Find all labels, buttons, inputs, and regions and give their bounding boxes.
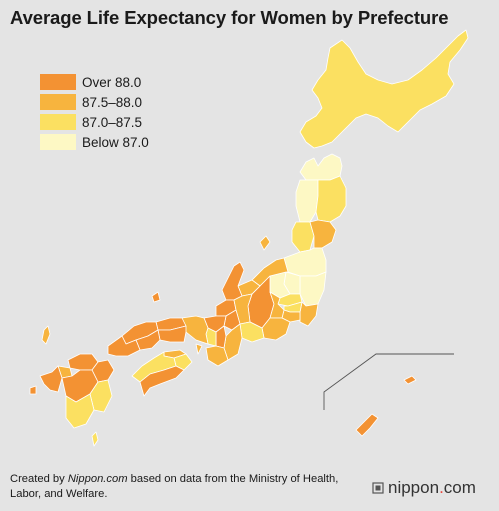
legend-item-over-88: Over 88.0 (40, 72, 149, 92)
legend-item-87-5-88: 87.5–88.0 (40, 92, 149, 112)
okayama (157, 325, 187, 343)
miyagi (309, 219, 337, 249)
mie (223, 323, 243, 361)
ibaraki (299, 271, 327, 307)
fukushima (283, 247, 327, 277)
nippon-logo: nippon. com (372, 478, 476, 498)
source-footnote: Created by Nippon.com based on data from… (10, 472, 350, 502)
nippon-logo-icon (372, 482, 384, 494)
hyogo (181, 315, 209, 345)
legend-swatch (40, 74, 76, 90)
nagasaki (39, 365, 63, 393)
legend-item-87-87-5: 87.0–87.5 (40, 112, 149, 132)
logo-dot: . (439, 478, 444, 497)
chiba (299, 301, 319, 327)
page-title: Average Life Expectancy for Women by Pre… (10, 7, 449, 28)
legend-label: 87.5–88.0 (82, 94, 143, 110)
aomori (299, 153, 343, 181)
oki-island (151, 291, 161, 303)
okinawa-islet (403, 375, 417, 385)
kagoshima (65, 393, 95, 429)
sado-island (259, 235, 271, 251)
legend-label: Below 87.0 (82, 134, 149, 150)
legend-swatch (40, 114, 76, 130)
okinawa-island (355, 413, 379, 437)
hokkaido-region (299, 29, 469, 149)
kochi (139, 365, 185, 397)
yamagata (291, 221, 315, 253)
legend-swatch (40, 94, 76, 110)
legend-label: Over 88.0 (82, 74, 142, 90)
wakayama (205, 345, 229, 367)
legend-label: 87.0–87.5 (82, 114, 143, 130)
footnote-prefix: Created by (10, 473, 68, 485)
akita (295, 179, 319, 223)
shizuoka (261, 317, 291, 341)
iwate (315, 175, 347, 223)
ishikawa (221, 261, 245, 301)
awaji (195, 343, 203, 355)
logo-tld: com (443, 478, 476, 497)
yamaguchi (107, 335, 141, 357)
legend-swatch (40, 134, 76, 150)
tsushima-island (41, 325, 51, 345)
tanegashima-island (91, 431, 99, 447)
legend-item-below-87: Below 87.0 (40, 132, 149, 152)
legend: Over 88.0 87.5–88.0 87.0–87.5 Below 87.0 (40, 72, 149, 152)
goto-islands (29, 385, 37, 395)
inset-divider-line (323, 353, 454, 410)
footnote-suffix: based on data from the Ministry of Healt… (10, 473, 339, 500)
footnote-source-link: Nippon.com (67, 473, 128, 485)
yamanashi (269, 291, 285, 319)
logo-text: nippon (388, 478, 440, 497)
